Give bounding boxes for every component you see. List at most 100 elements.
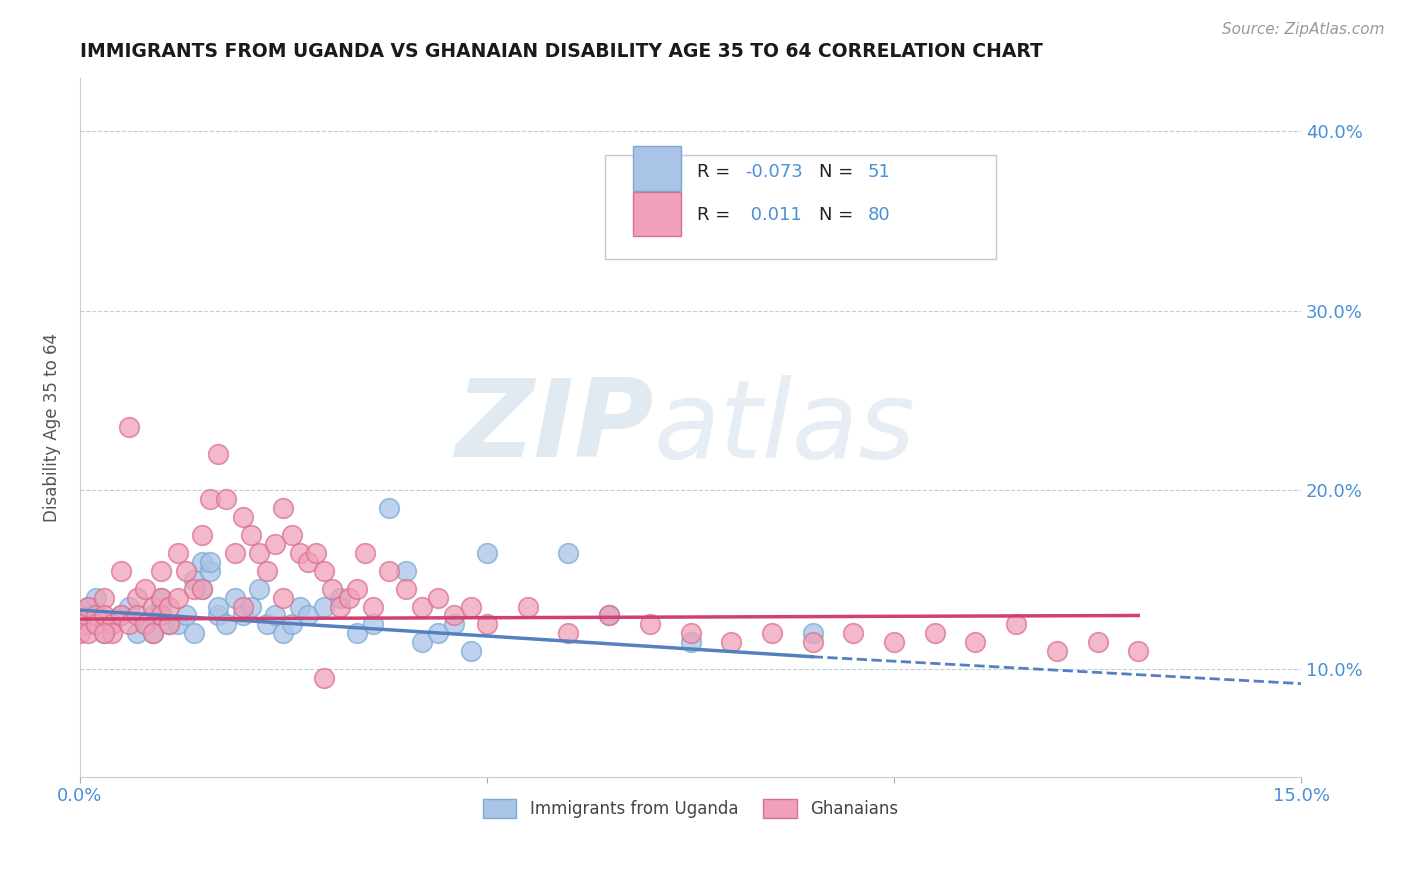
Point xyxy=(142,608,165,623)
Point xyxy=(150,599,173,614)
Point xyxy=(198,564,221,578)
Point xyxy=(314,671,336,685)
Point xyxy=(361,599,384,614)
Point xyxy=(297,608,319,623)
Point xyxy=(638,617,661,632)
Point xyxy=(207,608,229,623)
Point xyxy=(125,626,148,640)
Point xyxy=(378,500,401,515)
Point xyxy=(288,546,311,560)
Point xyxy=(69,617,91,632)
Text: IMMIGRANTS FROM UGANDA VS GHANAIAN DISABILITY AGE 35 TO 64 CORRELATION CHART: IMMIGRANTS FROM UGANDA VS GHANAIAN DISAB… xyxy=(80,42,1043,61)
Point xyxy=(346,582,368,596)
Point xyxy=(93,626,115,640)
Point xyxy=(77,599,100,614)
Point xyxy=(191,528,214,542)
Point xyxy=(166,591,188,605)
Point xyxy=(378,564,401,578)
Point xyxy=(346,626,368,640)
Point xyxy=(93,626,115,640)
Point xyxy=(247,582,270,596)
Point xyxy=(273,591,295,605)
Point xyxy=(460,599,482,614)
Point xyxy=(720,635,742,649)
Point xyxy=(77,608,100,623)
Point xyxy=(110,564,132,578)
Point xyxy=(394,582,416,596)
Point xyxy=(679,635,702,649)
FancyBboxPatch shape xyxy=(633,192,681,236)
Point xyxy=(191,582,214,596)
Point xyxy=(598,608,620,623)
Point xyxy=(314,564,336,578)
Point xyxy=(69,608,91,623)
Point xyxy=(965,635,987,649)
Point xyxy=(443,617,465,632)
Point xyxy=(598,608,620,623)
Point xyxy=(427,626,450,640)
Point xyxy=(125,608,148,623)
Point xyxy=(166,546,188,560)
Point xyxy=(110,608,132,623)
Point xyxy=(239,599,262,614)
Point xyxy=(1087,635,1109,649)
Text: ZIP: ZIP xyxy=(456,375,654,480)
Text: R =: R = xyxy=(696,206,735,225)
Point xyxy=(191,555,214,569)
Point xyxy=(159,599,181,614)
Point xyxy=(150,608,173,623)
Point xyxy=(93,591,115,605)
Point xyxy=(460,644,482,658)
Point xyxy=(273,500,295,515)
Point xyxy=(224,546,246,560)
Text: 80: 80 xyxy=(868,206,890,225)
Point xyxy=(101,626,124,640)
Point xyxy=(443,608,465,623)
Point xyxy=(84,591,107,605)
Text: R =: R = xyxy=(696,163,735,181)
Point xyxy=(159,617,181,632)
Point xyxy=(134,617,156,632)
Point xyxy=(142,626,165,640)
Point xyxy=(427,591,450,605)
Point xyxy=(118,420,141,434)
Point xyxy=(280,617,302,632)
Point xyxy=(191,582,214,596)
Point xyxy=(1128,644,1150,658)
Point xyxy=(475,546,498,560)
Text: 0.011: 0.011 xyxy=(745,206,803,225)
Point xyxy=(394,564,416,578)
Point xyxy=(801,626,824,640)
Point xyxy=(329,599,352,614)
Point xyxy=(174,564,197,578)
Point xyxy=(69,626,91,640)
Point xyxy=(337,591,360,605)
Point xyxy=(118,599,141,614)
Point xyxy=(297,555,319,569)
Point xyxy=(198,555,221,569)
Point xyxy=(256,564,278,578)
Point xyxy=(516,599,538,614)
Point xyxy=(118,617,141,632)
Point xyxy=(183,573,205,587)
Point xyxy=(842,626,865,640)
Point xyxy=(411,599,433,614)
Point xyxy=(801,635,824,649)
Point xyxy=(1005,617,1028,632)
Point xyxy=(232,608,254,623)
Point xyxy=(198,491,221,506)
Point xyxy=(305,546,328,560)
Point xyxy=(77,617,100,632)
Point xyxy=(159,617,181,632)
Point xyxy=(314,599,336,614)
Point xyxy=(264,608,287,623)
Point xyxy=(256,617,278,632)
Point xyxy=(125,591,148,605)
Point xyxy=(239,528,262,542)
Point xyxy=(183,626,205,640)
Point xyxy=(77,599,100,614)
Point xyxy=(134,617,156,632)
Text: -0.073: -0.073 xyxy=(745,163,803,181)
Point xyxy=(411,635,433,649)
Point xyxy=(280,528,302,542)
